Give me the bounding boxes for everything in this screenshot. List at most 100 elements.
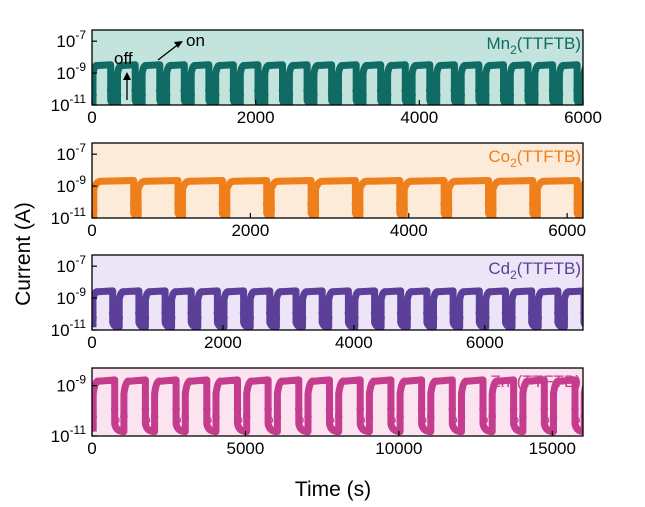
data-point [365,412,374,421]
panel-frame [91,254,584,331]
y-tick-label: 10-11 [51,92,87,115]
data-point [511,416,519,425]
data-point [115,313,124,322]
data-point [267,204,276,213]
data-point [150,412,159,421]
data-point [246,313,255,322]
data-point [401,86,410,95]
data-point [220,313,228,322]
data-point [178,204,187,213]
data-point [311,204,320,213]
data-point [429,313,438,322]
data-point [508,313,516,322]
data-point [599,95,605,101]
series-Zn2(TTFTB) [92,376,610,436]
data-point [135,308,143,317]
data-point [573,86,581,95]
data-point [623,205,629,211]
data-point [370,308,379,317]
data-point [449,308,457,317]
data-point [234,416,243,425]
data-point [580,309,583,317]
data-point [581,316,583,324]
data-point [534,313,543,322]
data-point [580,412,583,421]
data-point [396,308,405,317]
data-point [489,204,497,213]
panel-frame [91,142,584,219]
data-point [187,308,196,317]
data-point [298,313,307,322]
data-point [334,412,343,421]
data-point [106,86,115,95]
data-point [620,208,626,214]
x-tick-label: 6000 [466,333,504,352]
x-tick-label: 4000 [335,333,373,352]
off-arrow-head [123,72,131,80]
data-point [449,416,458,425]
data-point [426,412,435,421]
data-point [229,86,238,95]
data-point [142,416,151,425]
data-point [325,405,334,413]
data-point [92,412,97,421]
data-point [172,405,180,413]
y-tick-label: 10-9 [56,285,86,308]
y-tick-label: 10-9 [56,373,86,396]
data-point [425,86,434,95]
data-point [501,308,510,317]
data-point [303,86,311,95]
on-annotation: on [186,31,205,50]
data-point [480,416,489,425]
data-point [292,308,300,317]
current-trace [92,287,583,330]
x-tick-label: 4000 [390,221,428,240]
data-point [400,204,409,213]
series-label: Cd2(TTFTB) [488,259,581,282]
data-point [272,313,281,322]
data-point [519,412,527,421]
y-tick-label: 10-7 [56,28,86,51]
data-point [440,199,448,208]
data-point [181,412,190,421]
data-point [604,417,610,423]
data-point [352,86,361,95]
data-point [572,416,581,425]
data-point [448,405,457,413]
data-point [112,416,120,425]
y-axis-label: Current (A) [12,202,35,306]
data-point [344,308,353,317]
data-point [499,86,508,95]
data-point [541,416,550,425]
data-point [357,416,366,425]
data-point [167,313,176,322]
data-point [524,86,532,95]
data-point [294,405,303,413]
data-point [141,405,150,413]
data-point [387,405,395,413]
panel-frame [91,367,584,437]
series-label: Zn2(TTFTB) [490,372,581,395]
data-point [262,199,271,208]
y-tick-label: 10-9 [56,60,86,83]
x-tick-label: 4000 [400,108,438,127]
y-tick-label: 10-9 [56,173,86,196]
data-point [548,86,557,95]
data-point [488,412,497,421]
data-point [233,405,242,413]
data-point [260,91,269,100]
data-point [408,91,416,100]
x-tick-label: 10000 [375,439,422,458]
data-point [242,412,251,421]
current-trace [92,61,583,105]
data-point [334,91,343,100]
data-point [484,199,493,208]
data-point [156,86,164,95]
data-point [607,310,613,316]
data-point [211,91,220,100]
data-point [326,416,335,425]
off-annotation: off [114,49,133,68]
x-tick-label: 0 [87,221,96,240]
data-point [618,200,624,206]
data-point [318,308,327,317]
